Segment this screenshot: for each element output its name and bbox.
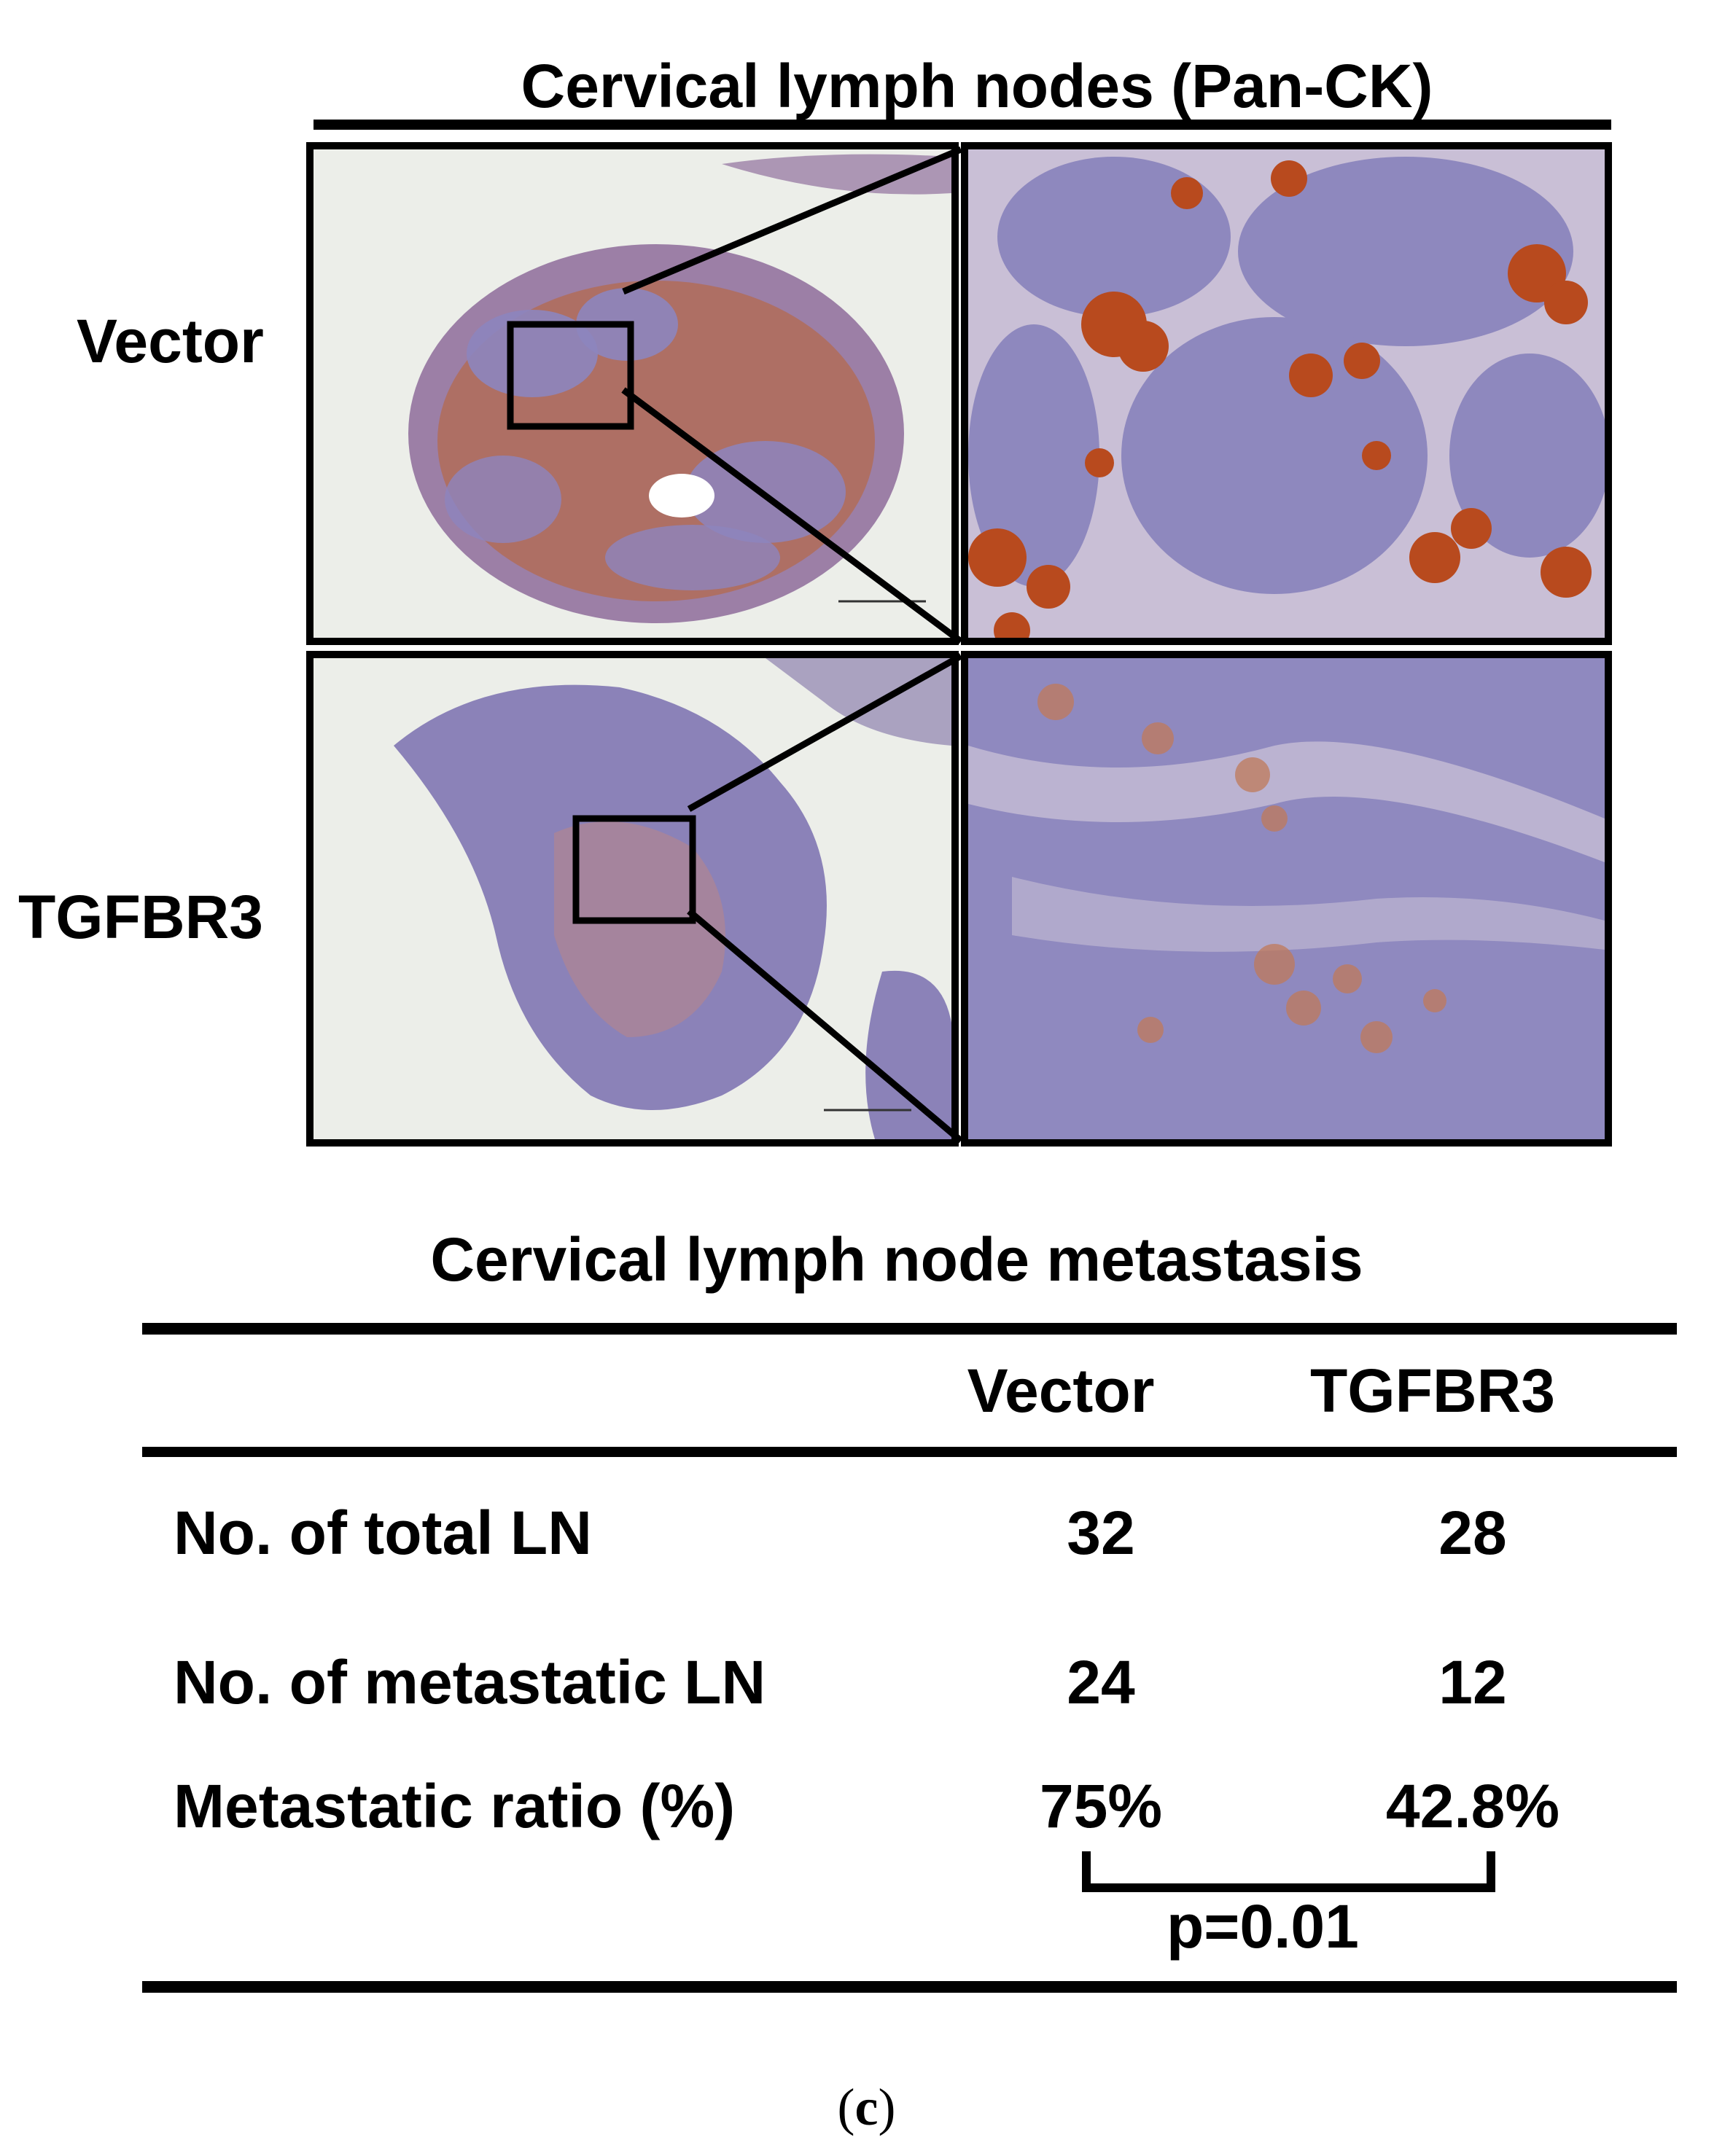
table-top-rule bbox=[142, 1323, 1677, 1335]
panel-caption: (c) bbox=[0, 2077, 1733, 2138]
significance-bracket bbox=[1082, 1851, 1495, 1892]
panel-title: Cervical lymph nodes (Pan-CK) bbox=[467, 51, 1487, 122]
value-metastatic-ratio-tgfbr3: 42.8% bbox=[1385, 1772, 1560, 1840]
micrograph-tgfbr3-low-mag-image bbox=[314, 658, 951, 1139]
panel-title-text: Cervical lymph nodes (Pan-CK) bbox=[521, 52, 1433, 120]
table-bottom-rule bbox=[142, 1981, 1677, 1993]
caption-letter: c bbox=[854, 2078, 879, 2136]
caption-suffix: ) bbox=[878, 2078, 896, 2136]
micrograph-tgfbr3-high-mag-image bbox=[968, 658, 1605, 1139]
column-header-vector: Vector bbox=[967, 1356, 1155, 1425]
micrograph-vector-high-mag bbox=[961, 142, 1612, 645]
table-title: Cervical lymph node metastasis bbox=[430, 1225, 1363, 1294]
caption-prefix: ( bbox=[837, 2078, 855, 2136]
panel-title-rule bbox=[314, 120, 1611, 130]
value-metastatic-ln-tgfbr3: 12 bbox=[1438, 1648, 1507, 1716]
micrograph-tgfbr3-high-mag bbox=[961, 651, 1612, 1147]
micrograph-vector-high-mag-image bbox=[968, 149, 1605, 638]
value-metastatic-ln-vector: 24 bbox=[1067, 1648, 1135, 1716]
row-label-tgfbr3: TGFBR3 bbox=[18, 883, 263, 951]
value-total-ln-vector: 32 bbox=[1067, 1499, 1135, 1567]
value-metastatic-ratio-vector: 75% bbox=[1039, 1772, 1163, 1840]
p-value-label: p=0.01 bbox=[1167, 1892, 1359, 1961]
table-header-rule bbox=[142, 1447, 1677, 1457]
micrograph-tgfbr3-low-mag bbox=[306, 651, 959, 1147]
row-label-metastatic-ratio: Metastatic ratio (%) bbox=[174, 1772, 736, 1840]
micrograph-vector-low-mag bbox=[306, 142, 959, 645]
column-header-tgfbr3: TGFBR3 bbox=[1310, 1356, 1555, 1425]
micrograph-vector-low-mag-image bbox=[314, 149, 951, 638]
value-total-ln-tgfbr3: 28 bbox=[1438, 1499, 1507, 1567]
row-label-vector: Vector bbox=[77, 307, 264, 375]
row-label-total-ln: No. of total LN bbox=[174, 1499, 592, 1567]
row-label-metastatic-ln: No. of metastatic LN bbox=[174, 1648, 766, 1716]
